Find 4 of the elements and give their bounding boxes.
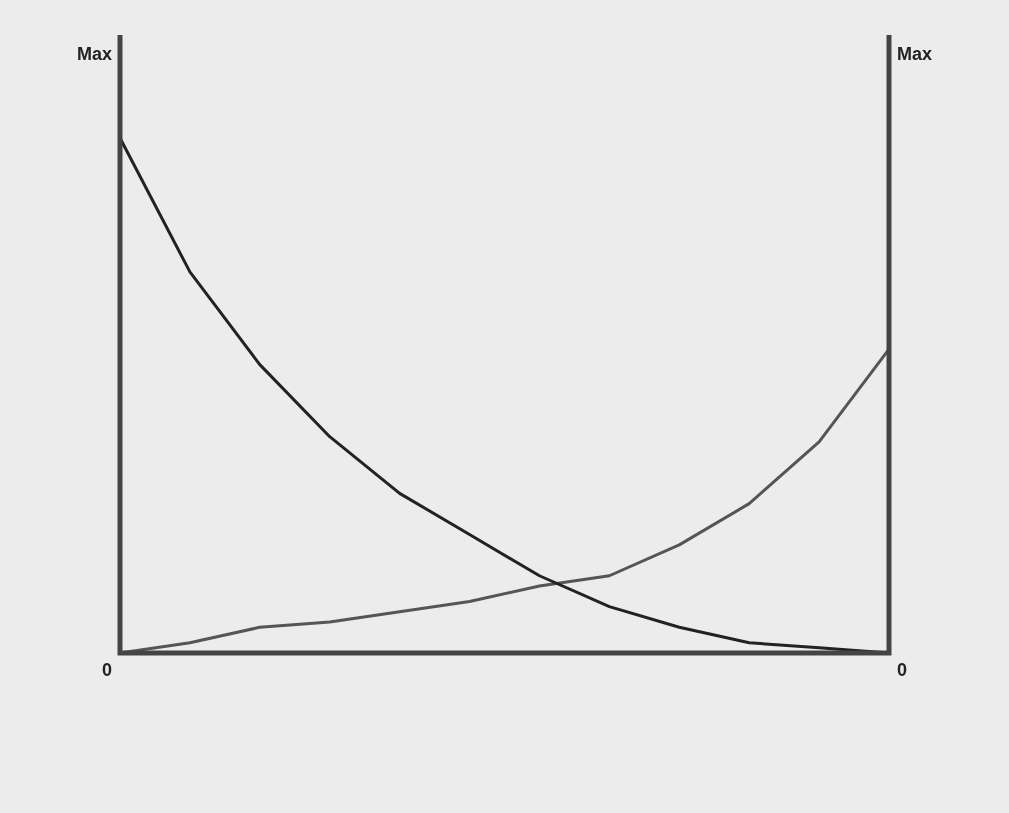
text: 0 bbox=[897, 659, 908, 680]
text: Max bbox=[76, 43, 112, 64]
text: 0 bbox=[101, 659, 112, 680]
text: Max bbox=[897, 43, 933, 64]
